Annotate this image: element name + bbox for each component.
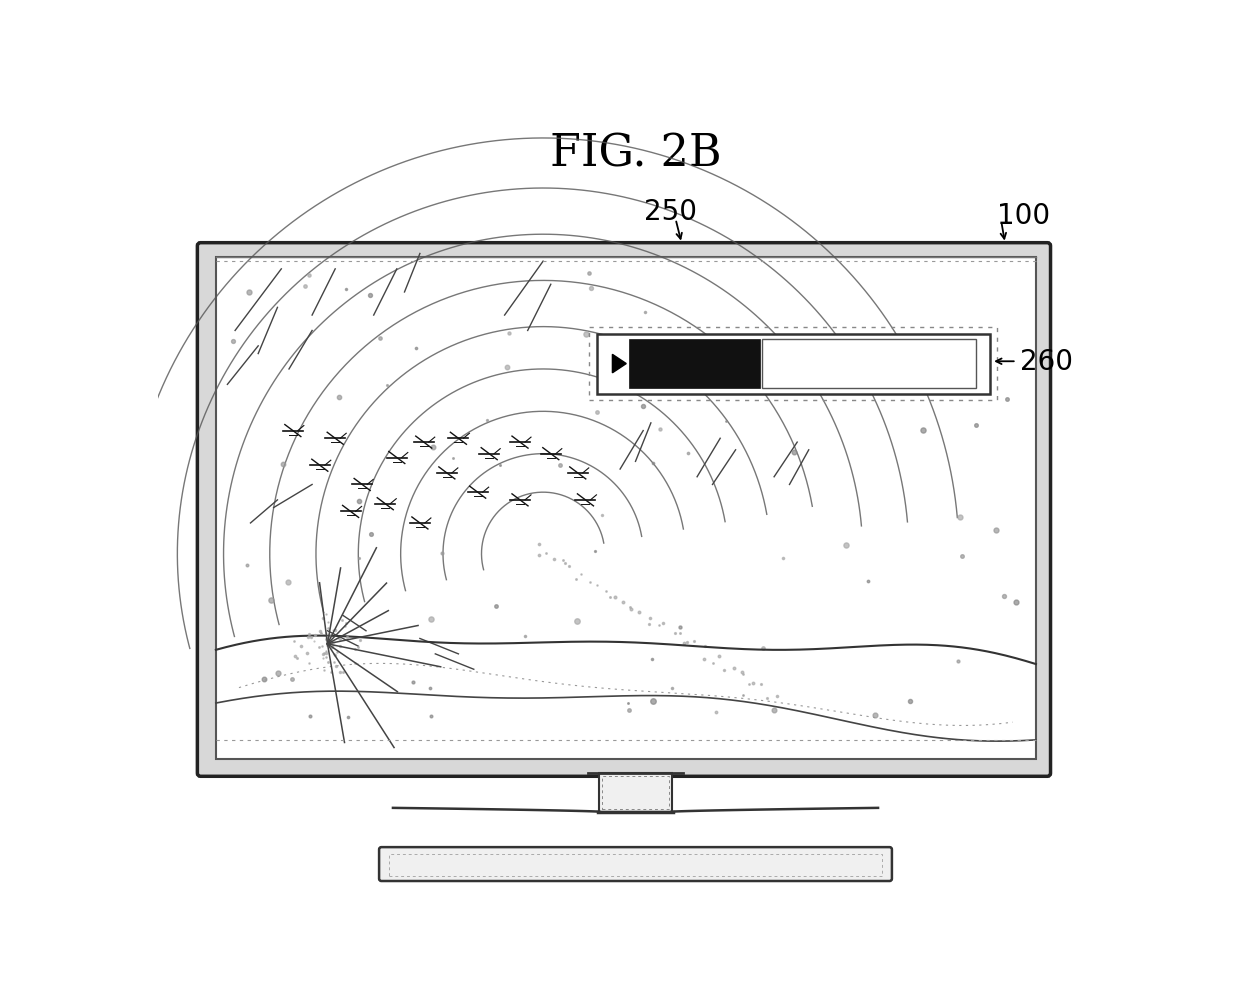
FancyBboxPatch shape	[197, 244, 1050, 776]
Bar	[589, 327, 997, 400]
Bar	[216, 258, 1035, 759]
Text: 100: 100	[997, 202, 1050, 230]
FancyBboxPatch shape	[379, 848, 892, 881]
Bar	[603, 776, 668, 808]
Bar	[389, 855, 882, 876]
Bar	[596, 334, 990, 394]
Text: 260: 260	[1021, 348, 1074, 376]
Bar	[599, 773, 672, 811]
Bar	[761, 340, 976, 389]
Text: FIG. 2B: FIG. 2B	[549, 132, 722, 176]
Text: 250: 250	[644, 198, 697, 226]
Polygon shape	[613, 355, 626, 373]
Bar	[630, 340, 760, 389]
